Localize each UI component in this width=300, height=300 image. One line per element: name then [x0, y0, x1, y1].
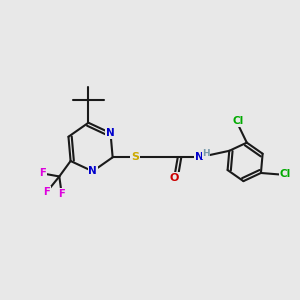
Text: Cl: Cl — [280, 169, 291, 179]
Text: N: N — [195, 152, 203, 162]
Text: N: N — [88, 166, 97, 176]
Text: F: F — [44, 187, 50, 197]
Text: F: F — [58, 189, 65, 199]
Text: O: O — [169, 173, 179, 183]
Text: F: F — [40, 169, 46, 178]
Text: S: S — [131, 152, 139, 162]
Text: H: H — [202, 149, 209, 158]
Text: Cl: Cl — [232, 116, 244, 126]
Text: N: N — [106, 128, 115, 138]
